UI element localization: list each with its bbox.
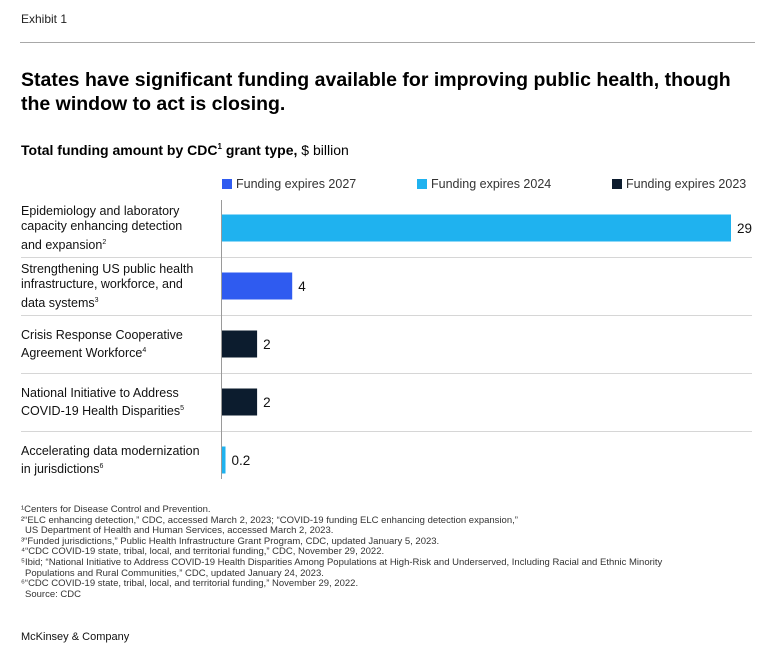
legend-label-2024: Funding expires 2024 bbox=[431, 177, 552, 191]
category-label-line: Crisis Response Cooperative bbox=[21, 328, 211, 344]
category-label-line: COVID-19 Health Disparities5 bbox=[21, 401, 211, 420]
footnote-2: ²“ELC enhancing detection,” CDC, accesse… bbox=[21, 514, 518, 526]
category-label-text: infrastructure, workforce, and bbox=[21, 277, 183, 292]
bar-value-label: 2 bbox=[263, 395, 271, 410]
category-label: Accelerating data modernization in jurisd… bbox=[21, 444, 211, 478]
category-label-line: infrastructure, workforce, and bbox=[21, 277, 211, 293]
legend-item-2024: Funding expires 2024 bbox=[417, 177, 551, 191]
category-label-text: Epidemiology and laboratory bbox=[21, 203, 180, 218]
category-label: National Initiative to Address COVID-19 H… bbox=[21, 386, 211, 420]
exhibit-label: Exhibit 1 bbox=[21, 12, 68, 26]
footnote-4: ⁴“CDC COVID-19 state, tribal, local, and… bbox=[21, 546, 385, 558]
bar bbox=[222, 446, 226, 474]
category-footnote-mark: 6 bbox=[99, 463, 104, 470]
row-separator bbox=[21, 373, 752, 374]
footnotes: ¹Centers for Disease Control and Prevent… bbox=[21, 504, 741, 600]
chart-title: States have significant funding availabl… bbox=[21, 69, 731, 115]
bar-value-label: 0.2 bbox=[232, 453, 251, 468]
footnote-2-cont: US Department of Health and Human Servic… bbox=[25, 525, 334, 537]
bar-value-label: 2 bbox=[263, 337, 271, 352]
footnote-6: ⁶“CDC COVID-19 state, tribal, local, and… bbox=[21, 578, 359, 590]
legend-swatch-2027 bbox=[222, 179, 232, 189]
legend-swatch-2023 bbox=[612, 179, 622, 189]
category-label-text: data systems bbox=[21, 295, 95, 310]
footnote-3: ³“Funded jurisdictions,” Public Health I… bbox=[21, 535, 440, 547]
category-label: Crisis Response Cooperative Agreement Wor… bbox=[21, 328, 211, 362]
chart-subtitle: Total funding amount by CDC1 grant type,… bbox=[21, 142, 349, 158]
row-separator bbox=[21, 257, 752, 258]
row-separator bbox=[21, 431, 752, 432]
category-label-line: Epidemiology and laboratory bbox=[21, 204, 211, 220]
category-label-text: Accelerating data modernization bbox=[21, 443, 200, 458]
bar-value-label: 4 bbox=[298, 279, 306, 294]
category-label-line: National Initiative to Address bbox=[21, 386, 211, 402]
category-label: Epidemiology and laboratory capacity enha… bbox=[21, 204, 211, 254]
legend-label-2023: Funding expires 2023 bbox=[626, 177, 747, 191]
footnote-1: ¹Centers for Disease Control and Prevent… bbox=[21, 504, 211, 515]
bar-value-label: 29 bbox=[737, 221, 752, 236]
source-note: Source: CDC bbox=[25, 588, 81, 600]
category-label-line: Strengthening US public health bbox=[21, 262, 211, 278]
bar bbox=[222, 330, 258, 358]
subtitle-bold: Total funding amount by CDC bbox=[21, 142, 218, 158]
category-label-text: COVID-19 Health Disparities bbox=[21, 404, 181, 418]
category-label-text: in jurisdictions bbox=[21, 462, 100, 476]
footnote-5-cont: Populations and Rural Communities,” CDC,… bbox=[25, 567, 324, 579]
subtitle-unit: $ billion bbox=[297, 142, 349, 158]
category-footnote-mark: 5 bbox=[180, 405, 184, 412]
category-footnote-mark: 3 bbox=[94, 296, 99, 304]
legend-item-2023: Funding expires 2023 bbox=[612, 177, 746, 191]
category-label-line: and expansion2 bbox=[21, 235, 211, 254]
category-footnote-mark: 4 bbox=[142, 347, 147, 354]
footnote-5: ⁵Ibid; “National Initiative to Address C… bbox=[21, 556, 663, 568]
subtitle-footnote-mark: 1 bbox=[217, 142, 222, 151]
value-axis-baseline bbox=[221, 200, 222, 479]
subtitle-bold-tail: grant type, bbox=[221, 142, 298, 158]
top-divider bbox=[20, 42, 755, 43]
bar bbox=[222, 272, 293, 300]
legend-label-2027: Funding expires 2027 bbox=[236, 177, 357, 191]
row-separator bbox=[21, 315, 752, 316]
brand-footer: McKinsey & Company bbox=[21, 631, 130, 643]
category-label-line: capacity enhancing detection bbox=[21, 219, 211, 235]
category-label-text: Crisis Response Cooperative bbox=[21, 327, 183, 342]
category-footnote-mark: 2 bbox=[102, 238, 107, 246]
chart-legend: Funding expires 2027 Funding expires 202… bbox=[0, 177, 768, 195]
legend-item-2027: Funding expires 2027 bbox=[222, 177, 356, 191]
legend-swatch-2024 bbox=[417, 179, 427, 189]
category-label-line: Agreement Workforce4 bbox=[21, 343, 211, 362]
category-label-text: capacity enhancing detection bbox=[21, 219, 183, 234]
category-label-line: data systems3 bbox=[21, 293, 211, 312]
bar bbox=[222, 214, 731, 242]
category-label-text: and expansion bbox=[21, 237, 103, 252]
category-label: Strengthening US public health infrastruc… bbox=[21, 262, 211, 312]
category-label-text: Agreement Workforce bbox=[21, 346, 143, 360]
category-label-text: Strengthening US public health bbox=[21, 261, 194, 276]
category-label-text: National Initiative to Address bbox=[21, 385, 179, 400]
bar bbox=[222, 388, 258, 416]
category-label-line: in jurisdictions6 bbox=[21, 459, 211, 478]
category-label-line: Accelerating data modernization bbox=[21, 444, 211, 460]
